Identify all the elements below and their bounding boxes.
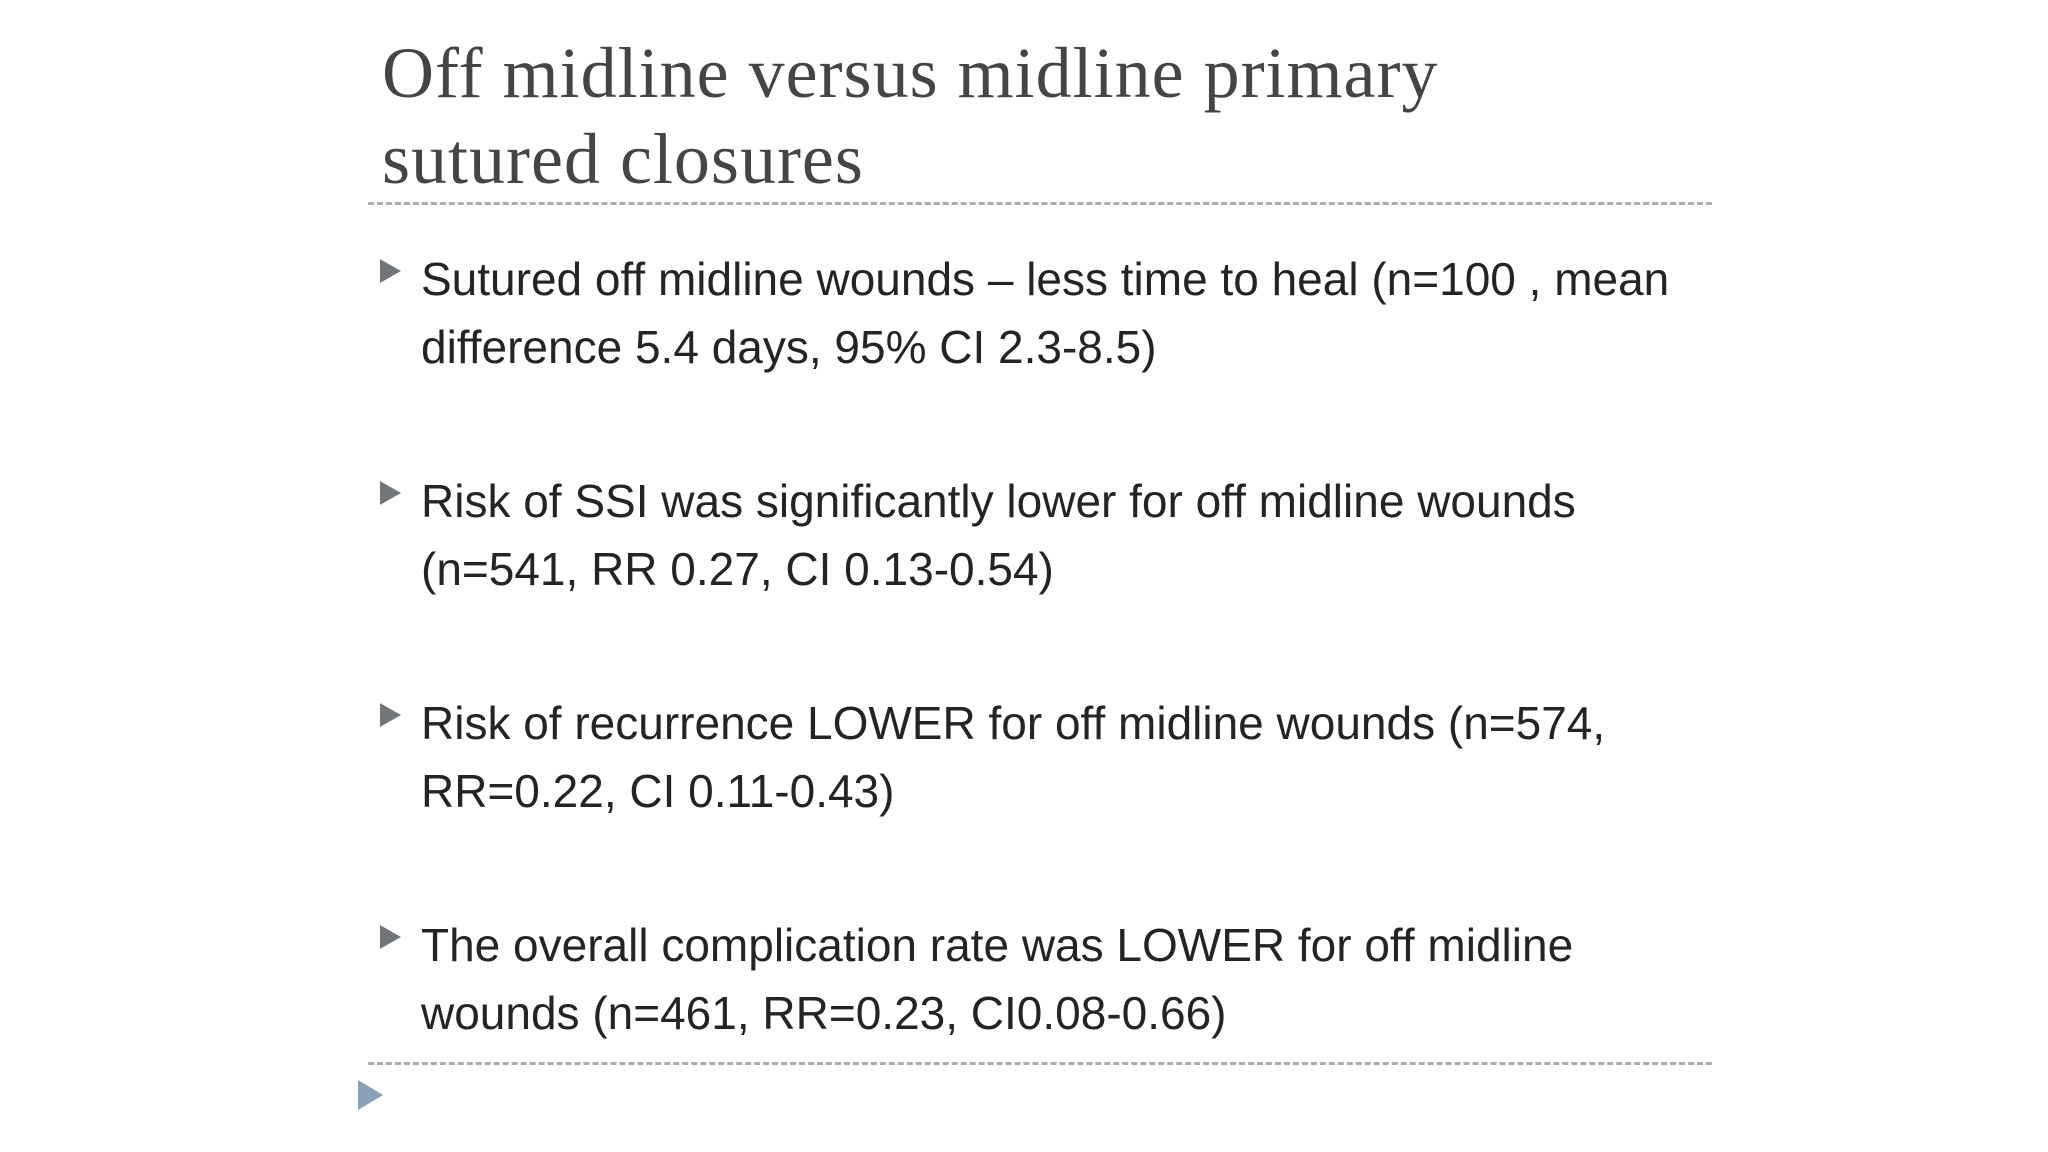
bullet-item-recurrence-risk: Risk of recurrence LOWER for off midline…	[380, 689, 1693, 825]
title-separator-dashed-line	[368, 202, 1712, 205]
triangle-right-icon	[380, 481, 401, 505]
footer-triangle-right-icon	[358, 1080, 383, 1110]
triangle-right-icon	[380, 925, 401, 949]
bullet-text: Risk of SSI was significantly lower for …	[421, 475, 1576, 595]
bullet-item-complication-rate: The overall complication rate was LOWER …	[380, 911, 1693, 1047]
footer-separator-dashed-line	[368, 1062, 1712, 1065]
triangle-right-icon	[380, 703, 401, 727]
bullet-text: The overall complication rate was LOWER …	[421, 919, 1574, 1039]
bullet-text: Risk of recurrence LOWER for off midline…	[421, 697, 1606, 817]
slide-title-line-2: sutured closures	[382, 119, 864, 199]
bullet-text: Sutured off midline wounds – less time t…	[421, 253, 1670, 373]
bullet-item-time-to-heal: Sutured off midline wounds – less time t…	[380, 245, 1693, 381]
bullet-item-ssi-risk: Risk of SSI was significantly lower for …	[380, 467, 1693, 603]
slide-title-line-1: Off midline versus midline primary	[382, 33, 1439, 113]
slide-title: Off midline versus midline primary sutur…	[382, 30, 1722, 202]
triangle-right-icon	[380, 259, 401, 283]
